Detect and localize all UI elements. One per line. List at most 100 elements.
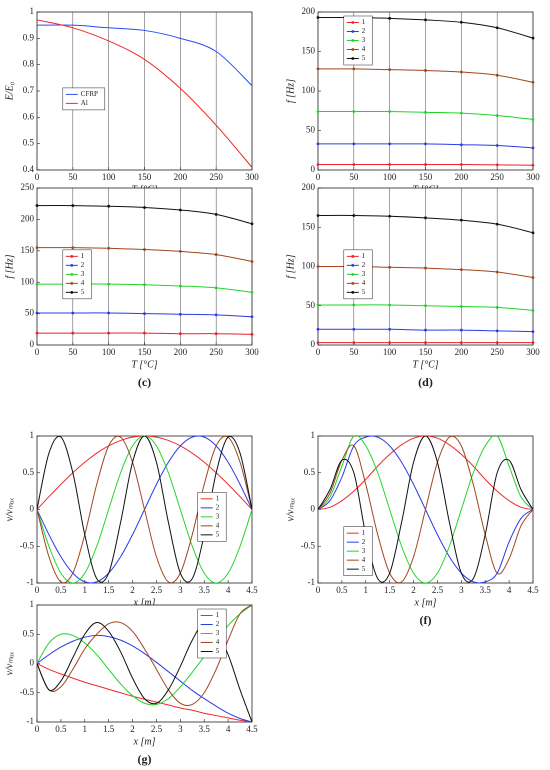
marker bbox=[316, 327, 320, 331]
legend-label: 4 bbox=[81, 279, 85, 287]
y-tick-label: 100 bbox=[302, 85, 316, 95]
legend-marker bbox=[351, 290, 355, 294]
legend-label: 4 bbox=[216, 638, 220, 646]
marker bbox=[316, 303, 320, 307]
y-tick-label: 0 bbox=[30, 339, 35, 349]
series-line bbox=[37, 19, 252, 168]
legend-marker bbox=[351, 39, 355, 42]
marker bbox=[459, 218, 463, 222]
x-tick-label: 300 bbox=[526, 347, 540, 357]
x-tick-label: 250 bbox=[209, 172, 223, 182]
marker bbox=[250, 315, 254, 319]
legend-label: 3 bbox=[216, 629, 220, 637]
x-tick-label: 1.5 bbox=[384, 585, 396, 595]
x-tick-label: 300 bbox=[245, 347, 259, 357]
legend-label: 2 bbox=[81, 261, 85, 269]
series-line bbox=[318, 436, 533, 583]
x-tick-label: 1 bbox=[364, 585, 369, 595]
x-tick-label: 50 bbox=[68, 172, 78, 182]
legend-label: 2 bbox=[362, 261, 366, 269]
y-axis-label: f [Hz] bbox=[4, 254, 15, 278]
y-tick-label: -1 bbox=[27, 577, 35, 587]
x-tick-label: 250 bbox=[490, 172, 504, 182]
chart-panel: 0 50 100 150 200 250 300 0 50 100 150 200 T [°C] f [H… bbox=[285, 182, 540, 389]
x-tick-label: 0 bbox=[316, 347, 321, 357]
x-tick-label: 150 bbox=[419, 172, 433, 182]
x-tick-label: 200 bbox=[174, 172, 188, 182]
marker bbox=[459, 20, 463, 24]
y-tick-label: -0.5 bbox=[20, 540, 35, 550]
marker bbox=[531, 330, 535, 334]
x-axis-label: x [m] bbox=[133, 736, 156, 747]
y-axis-label: v/vₘₐₓ bbox=[285, 498, 296, 522]
marker bbox=[495, 73, 499, 77]
marker bbox=[352, 110, 356, 113]
legend-label: 1 bbox=[362, 529, 366, 537]
marker bbox=[35, 282, 39, 286]
marker bbox=[352, 214, 356, 217]
marker bbox=[424, 341, 427, 345]
marker bbox=[424, 328, 427, 332]
marker bbox=[495, 222, 499, 226]
legend-marker bbox=[351, 254, 355, 258]
y-tick-label: 0 bbox=[311, 164, 316, 174]
y-axis-label: E/E₀ bbox=[4, 81, 15, 101]
marker bbox=[495, 114, 499, 117]
marker bbox=[316, 16, 320, 19]
legend-label: 4 bbox=[362, 45, 366, 53]
y-tick-label: 100 bbox=[302, 261, 316, 271]
y-tick-label: -1 bbox=[27, 716, 35, 726]
x-tick-label: 0.5 bbox=[336, 585, 348, 595]
x-tick-label: 50 bbox=[349, 347, 359, 357]
y-tick-label: 1 bbox=[30, 430, 35, 440]
x-tick-label: 0 bbox=[316, 585, 321, 595]
marker bbox=[35, 331, 39, 335]
y-tick-label: 0.5 bbox=[304, 467, 316, 477]
marker bbox=[388, 142, 392, 146]
marker bbox=[388, 214, 392, 218]
x-tick-label: 4.5 bbox=[527, 585, 539, 595]
legend-label: 4 bbox=[216, 521, 220, 529]
marker bbox=[316, 214, 320, 217]
marker bbox=[316, 265, 320, 268]
marker bbox=[178, 250, 182, 253]
marker bbox=[316, 142, 320, 146]
x-tick-label: 300 bbox=[245, 172, 259, 182]
marker bbox=[424, 18, 427, 22]
y-tick-label: -0.5 bbox=[20, 687, 35, 697]
x-tick-label: 0 bbox=[316, 172, 321, 182]
legend-label: 2 bbox=[362, 538, 366, 546]
x-tick-label: 1 bbox=[83, 724, 88, 734]
x-tick-label: 200 bbox=[455, 172, 469, 182]
x-tick-label: 2 bbox=[411, 585, 416, 595]
x-tick-label: 2.5 bbox=[151, 724, 163, 734]
y-tick-label: 0 bbox=[30, 658, 35, 668]
marker bbox=[495, 144, 499, 147]
y-tick-label: 1 bbox=[311, 430, 316, 440]
legend-marker bbox=[351, 57, 355, 60]
x-tick-label: 200 bbox=[455, 347, 469, 357]
y-tick-label: 200 bbox=[21, 213, 35, 223]
legend-label: 5 bbox=[81, 288, 85, 296]
legend-label: 1 bbox=[216, 494, 220, 502]
x-tick-label: 1.5 bbox=[103, 724, 115, 734]
y-tick-label: 0.9 bbox=[23, 32, 35, 42]
x-tick-label: 3.5 bbox=[199, 724, 211, 734]
legend-label: 5 bbox=[216, 530, 220, 538]
y-tick-label: 0.5 bbox=[23, 628, 35, 638]
marker bbox=[178, 312, 182, 316]
legend-label: 3 bbox=[81, 270, 85, 278]
marker bbox=[459, 268, 463, 272]
marker bbox=[459, 70, 463, 74]
marker bbox=[214, 313, 218, 317]
marker bbox=[107, 246, 111, 250]
x-tick-label: 2 bbox=[130, 585, 135, 595]
marker bbox=[424, 142, 427, 146]
marker bbox=[316, 110, 320, 113]
legend-label: 5 bbox=[362, 288, 366, 296]
marker bbox=[250, 332, 254, 336]
x-axis-label: T [°C] bbox=[131, 359, 157, 370]
